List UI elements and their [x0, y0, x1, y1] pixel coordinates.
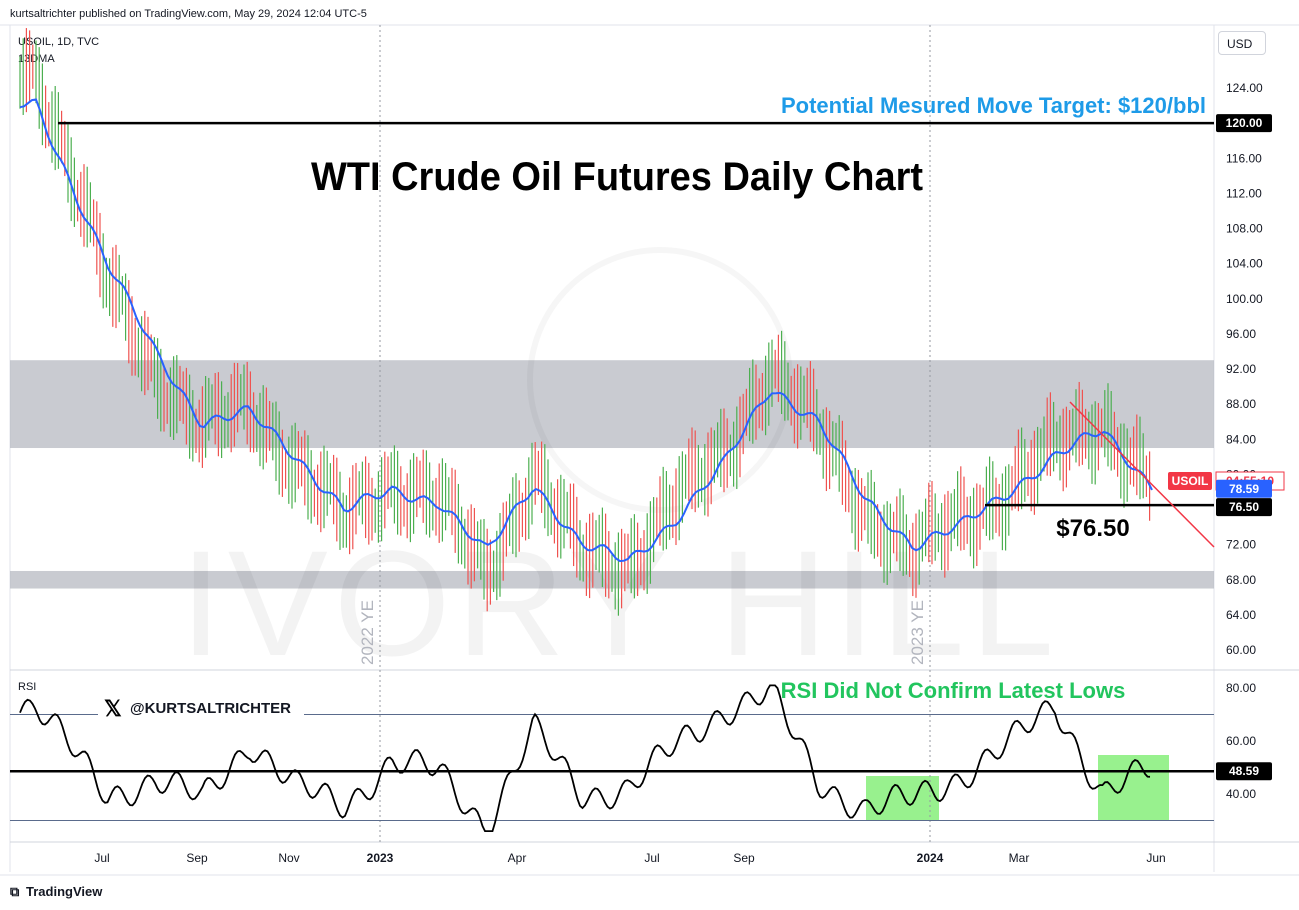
time-tick-label: Nov	[278, 851, 299, 865]
year-end-label: 2022 YE	[358, 600, 377, 665]
support-price-label-bg	[1216, 498, 1272, 517]
price-tick-label: 124.00	[1226, 81, 1263, 95]
social-handle: @KURTSALTRICHTER	[130, 700, 291, 717]
time-tick-label: Jul	[94, 851, 109, 865]
footer-brand: TradingView	[26, 884, 103, 899]
target-price-label-bg	[1216, 114, 1272, 133]
symbol-legend[interactable]: USOIL, 1D, TVC	[18, 36, 100, 48]
tradingview-icon: ⧉	[10, 884, 20, 899]
x-logo-icon: 𝕏	[104, 696, 122, 721]
time-tick-label: Apr	[508, 851, 527, 865]
target-annotation: Potential Mesured Move Target: $120/bbl	[781, 93, 1206, 118]
resistance-zone	[10, 360, 1214, 449]
tradingview-logo[interactable]: ⧉ TradingView	[10, 884, 102, 900]
watermark-text: IVORY HILL	[180, 519, 1060, 687]
time-tick-label: Sep	[186, 851, 208, 865]
symbol-price-tag: USOIL	[1172, 474, 1209, 488]
price-tick-label: 116.00	[1226, 151, 1262, 165]
published-header: kurtsaltrichter published on TradingView…	[10, 8, 367, 20]
rsi-tick-label: 80.00	[1226, 681, 1256, 695]
support-price-label: 76.50	[1229, 500, 1259, 514]
ma-price-label: 78.59	[1229, 482, 1259, 496]
trendline	[1069, 401, 1215, 548]
time-tick-label: Jul	[644, 851, 659, 865]
rsi-highlight-1	[866, 776, 939, 820]
price-tick-label: 68.00	[1226, 573, 1256, 587]
price-tick-label: 84.00	[1226, 432, 1256, 446]
symbol-price-tag-bg	[1168, 472, 1212, 490]
time-tick-label: 2023	[367, 851, 394, 865]
time-tick-label: Mar	[1009, 851, 1030, 865]
rsi-tick-label: 60.00	[1226, 734, 1256, 748]
price-tick-label: 64.00	[1226, 608, 1256, 622]
price-tick-label: 96.00	[1226, 327, 1256, 341]
chart-title: WTI Crude Oil Futures Daily Chart	[311, 155, 923, 199]
rsi-value-label: 48.59	[1229, 764, 1259, 778]
handle-background	[98, 694, 304, 720]
ma-price-label-bg	[1216, 479, 1272, 498]
rsi-tick-label: 40.00	[1226, 787, 1256, 801]
rsi-value-label-bg	[1216, 762, 1272, 781]
rsi-line	[19, 684, 1151, 832]
ma-line	[19, 98, 1153, 563]
price-tick-label: 72.00	[1226, 538, 1256, 552]
rsi-highlight-2	[1098, 755, 1169, 820]
price-tick-label: 112.00	[1226, 186, 1262, 200]
price-tick-label: 104.00	[1226, 257, 1263, 271]
target-price-label: 120.00	[1226, 116, 1263, 130]
support-annotation: $76.50	[1056, 515, 1129, 542]
currency-button[interactable]: USD	[1218, 31, 1266, 55]
price-tick-label: 100.00	[1226, 292, 1263, 306]
price-tick-label: 60.00	[1226, 643, 1256, 657]
price-tick-label: 92.00	[1226, 362, 1256, 376]
time-tick-label: Sep	[733, 851, 755, 865]
rsi-annotation: RSI Did Not Confirm Latest Lows	[781, 678, 1126, 703]
price-tick-label: 108.00	[1226, 222, 1263, 236]
time-tick-label: Jun	[1146, 851, 1165, 865]
year-end-label: 2023 YE	[908, 600, 927, 665]
rsi-legend[interactable]: RSI	[18, 681, 37, 693]
time-tick-label: 2024	[917, 851, 944, 865]
price-tick-label: 88.00	[1226, 397, 1256, 411]
